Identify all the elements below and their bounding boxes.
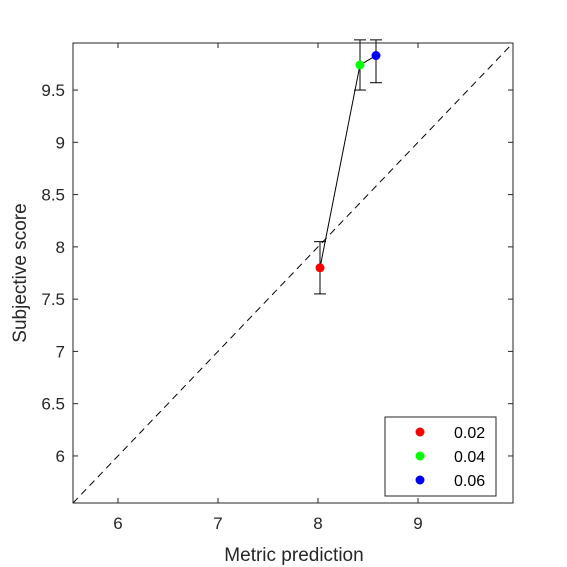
legend-marker-0.04: [415, 451, 425, 461]
y-tick-label: 7: [56, 342, 65, 361]
x-tick-label: 7: [213, 514, 222, 533]
y-tick-label: 6.5: [41, 395, 65, 414]
y-tick-label: 9.5: [41, 81, 65, 100]
x-axis-label: Metric prediction: [224, 545, 363, 566]
data-point-0.06: [371, 51, 381, 61]
y-tick-label: 9: [56, 133, 65, 152]
plot-area: 6 7 8 9 6 6.5 7 7.5 8 8.5 9 9.5 0.02 0.04 0.06: [41, 39, 514, 533]
y-axis-label: Subjective score: [10, 203, 31, 342]
y-tick-label: 8.5: [41, 186, 65, 205]
y-tick-label: 7.5: [41, 290, 65, 309]
data-point-0.04: [355, 60, 365, 70]
y-tick-label: 8: [56, 238, 65, 257]
legend-label-0.06: 0.06: [454, 473, 485, 490]
data-point-0.02: [315, 263, 325, 273]
legend-marker-0.02: [415, 427, 425, 437]
y-tick-label: 6: [56, 447, 65, 466]
axes-box: [72, 42, 514, 504]
x-tick-label: 9: [413, 514, 422, 533]
x-tick-label: 8: [313, 514, 322, 533]
legend-label-0.02: 0.02: [454, 425, 485, 442]
legend-marker-0.06: [415, 475, 425, 485]
x-tick-label: 6: [113, 514, 122, 533]
legend-label-0.04: 0.04: [454, 449, 485, 466]
reference-line: [72, 42, 514, 504]
legend-box: [384, 416, 497, 497]
